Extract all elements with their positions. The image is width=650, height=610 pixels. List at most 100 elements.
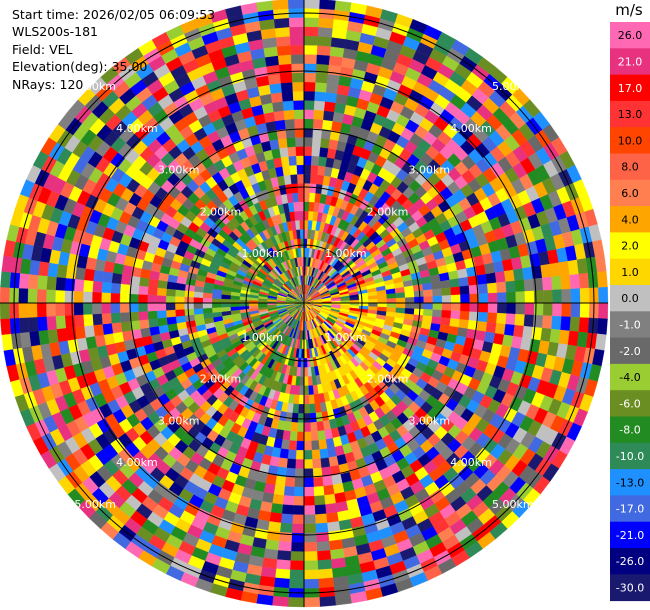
velocity-gate — [287, 146, 297, 157]
velocity-gate — [319, 147, 329, 158]
velocity-gate — [312, 458, 322, 469]
velocity-gate — [324, 101, 336, 113]
range-ring-label: 3.00km — [158, 414, 200, 427]
velocity-gate — [542, 315, 553, 330]
velocity-gate — [287, 0, 305, 9]
velocity-gate — [202, 307, 213, 314]
velocity-gate — [119, 293, 130, 304]
field-value: VEL — [49, 41, 73, 57]
velocity-gate — [314, 513, 328, 524]
velocity-gate — [303, 560, 319, 571]
velocity-gate — [395, 302, 406, 309]
velocity-gate — [579, 287, 590, 304]
velocity-gate — [308, 385, 314, 396]
velocity-gate — [138, 311, 149, 321]
scan-info-panel: Start time: 2026/02/05 06:09:53 WLS200s-… — [12, 6, 215, 93]
velocity-gate — [184, 302, 194, 310]
velocity-gate — [506, 302, 517, 315]
velocity-gate — [299, 385, 305, 396]
velocity-gate — [46, 315, 57, 331]
velocity-gate — [290, 174, 298, 185]
velocity-gate — [18, 317, 30, 334]
velocity-gate — [311, 449, 321, 460]
velocity-gate — [120, 321, 132, 332]
velocity-gate — [303, 404, 310, 414]
velocity-gate — [326, 73, 341, 85]
velocity-gate — [46, 275, 57, 291]
velocity-gate — [91, 302, 102, 315]
velocity-gate — [458, 276, 470, 287]
velocity-gate — [110, 312, 121, 324]
velocity-gate — [277, 457, 288, 469]
velocity-gate — [598, 302, 609, 320]
velocity-gate — [274, 26, 291, 38]
velocity-gate — [18, 272, 30, 289]
velocity-gate — [311, 155, 320, 166]
velocity-gate — [303, 229, 309, 239]
velocity-gate — [279, 522, 293, 534]
start-time-label: Start time: — [12, 7, 79, 22]
velocity-gate — [324, 493, 336, 505]
velocity-gate — [560, 316, 571, 332]
velocity-gate — [273, 577, 290, 589]
velocity-gate — [175, 309, 186, 317]
range-ring-label: 3.00km — [408, 414, 450, 427]
velocity-gate — [513, 268, 525, 282]
velocity-gate — [269, 82, 283, 94]
velocity-gate — [148, 318, 159, 328]
velocity-gate — [524, 290, 535, 304]
field-line: Field: VEL — [12, 41, 215, 58]
velocity-gate — [120, 274, 132, 285]
velocity-gate — [458, 319, 470, 330]
velocity-gate — [303, 164, 312, 175]
velocity-gate — [45, 289, 56, 304]
velocity-gate — [147, 310, 158, 320]
velocity-gate — [275, 475, 286, 487]
velocity-gate — [303, 394, 310, 405]
velocity-gate — [303, 413, 311, 423]
velocity-gate — [303, 26, 319, 37]
velocity-gate — [263, 548, 279, 560]
velocity-gate — [513, 324, 525, 338]
velocity-gate — [505, 313, 516, 326]
velocity-gate — [309, 412, 317, 423]
velocity-gate — [157, 317, 168, 327]
velocity-gate — [323, 110, 335, 122]
velocity-gate — [496, 312, 507, 325]
velocity-gate — [138, 302, 148, 312]
start-time-line: Start time: 2026/02/05 06:09:53 — [12, 6, 215, 23]
velocity-gate — [156, 310, 167, 319]
velocity-gate — [45, 302, 56, 317]
velocity-gate — [318, 577, 335, 589]
velocity-gate — [110, 292, 121, 304]
velocity-gate — [432, 302, 443, 311]
velocity-gate — [292, 505, 305, 516]
velocity-gate — [515, 291, 526, 304]
velocity-gate — [303, 118, 314, 129]
velocity-gate — [184, 290, 195, 298]
velocity-gate — [494, 323, 506, 335]
velocity-gate — [485, 272, 497, 284]
velocity-gate — [487, 282, 498, 294]
velocity-gate — [432, 288, 443, 297]
velocity-gate — [286, 137, 296, 148]
velocity-gate — [27, 273, 39, 290]
velocity-gate — [522, 325, 534, 340]
velocity-gate — [320, 137, 331, 149]
velocity-gate — [311, 146, 321, 157]
velocity-gate — [316, 45, 332, 56]
velocity-gate — [325, 503, 338, 514]
velocity-gate — [138, 276, 150, 287]
velocity-gate — [314, 504, 327, 515]
velocity-gate — [119, 283, 131, 294]
range-ring-label: 1.00km — [241, 247, 283, 260]
velocity-gate — [459, 285, 470, 295]
range-ring-label: 2.00km — [367, 373, 409, 386]
velocity-gate — [27, 316, 39, 333]
velocity-gate — [83, 313, 94, 327]
velocity-gate — [303, 137, 313, 147]
velocity-gate — [450, 310, 461, 320]
velocity-gate — [569, 316, 581, 333]
velocity-gate — [316, 550, 332, 561]
velocity-gate — [316, 421, 325, 432]
